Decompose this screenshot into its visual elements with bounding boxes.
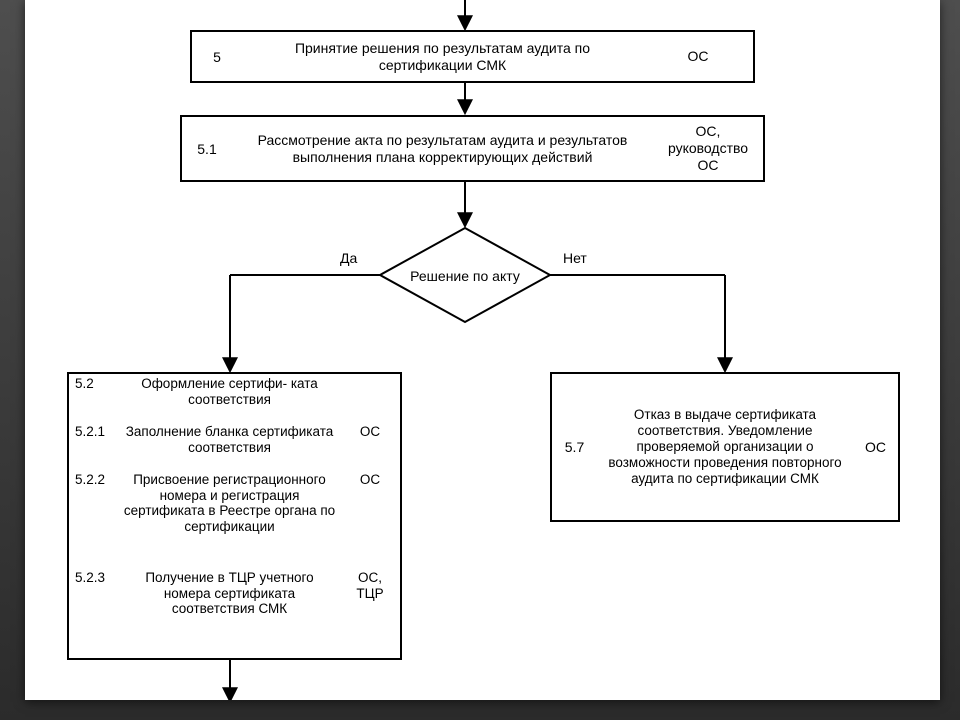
row-5-2-3-num: 5.2.3 [69,568,119,654]
yesbox-col-num: 5.2 5.2.1 5.2.2 5.2.3 [69,374,119,658]
box5-number: 5 [192,32,242,81]
box57-resp: ОС [853,374,898,520]
decision-node: Решение по акту [380,228,550,324]
decision-text: Решение по акту [380,228,550,324]
process-box-5-2-group: 5.2 5.2.1 5.2.2 5.2.3 Оформление сертифи… [67,372,402,660]
box5-resp: ОС [643,32,753,81]
branch-label-yes: Да [340,250,357,266]
row-5-2-text: Оформление сертифи- ката соответствия [119,374,340,422]
slide-background: 5 Принятие решения по результатам аудита… [0,0,960,720]
row-5-2-2-resp: ОС [340,470,400,568]
row-5-2-1-num: 5.2.1 [69,422,119,470]
box51-resp: ОС, руководство ОС [653,117,763,180]
row-5-2-resp [340,374,400,422]
row-5-2-3-resp: ОС, ТЦР [340,568,400,654]
box51-text: Рассмотрение акта по результатам аудита … [232,117,653,180]
row-5-2-2-text: Присвоение регистрационного номера и рег… [119,470,340,568]
row-5-2-3-text: Получение в ТЦР учетного номера сертифик… [119,568,340,654]
paper-container: 5 Принятие решения по результатам аудита… [25,0,940,700]
row-5-2-1-text: Заполнение бланка сертификата соответств… [119,422,340,470]
flowchart-stage: 5 Принятие решения по результатам аудита… [25,0,940,700]
box5-text: Принятие решения по результатам аудита п… [242,32,643,81]
branch-label-no: Нет [563,250,587,266]
process-box-5-7: 5.7 Отказ в выдаче сертификата соответст… [550,372,900,522]
yesbox-col-text: Оформление сертифи- ката соответствия За… [119,374,340,658]
process-box-5: 5 Принятие решения по результатам аудита… [190,30,755,83]
row-5-2-2-num: 5.2.2 [69,470,119,568]
process-box-5-1: 5.1 Рассмотрение акта по результатам ауд… [180,115,765,182]
row-5-2-num: 5.2 [69,374,119,422]
row-5-2-1-resp: ОС [340,422,400,470]
yesbox-col-resp: ОС ОС ОС, ТЦР [340,374,400,658]
box57-text: Отказ в выдаче сертификата соответствия.… [597,374,853,520]
box51-number: 5.1 [182,117,232,180]
box57-number: 5.7 [552,374,597,520]
